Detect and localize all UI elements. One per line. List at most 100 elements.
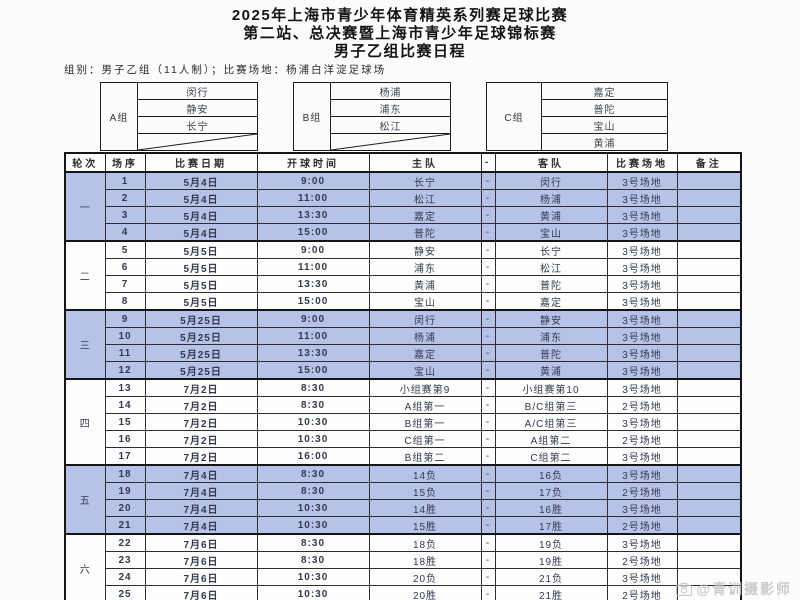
vs-separator-cell: - xyxy=(480,585,496,600)
group-team-cell: 杨浦 xyxy=(330,82,451,100)
group-team-cell: 普陀 xyxy=(541,99,668,117)
note-cell xyxy=(676,275,742,293)
vs-separator-cell: - xyxy=(480,206,496,224)
schedule-header-cell: 客队 xyxy=(494,152,608,173)
away-team-cell: 小组赛第10 xyxy=(494,378,608,397)
schedule-header-row: 轮次 场序 比赛日期 开球时间 主队 - 客队 比赛场地 备注 xyxy=(64,152,742,173)
group-row: B组 杨浦 xyxy=(293,82,451,151)
match-number-cell: 4 xyxy=(104,223,146,242)
venue-cell: 2号场地 xyxy=(606,551,678,569)
schedule-row: 12 5月25日 15:00 宝山 - 黄浦 3号场地 xyxy=(65,361,742,380)
match-time-cell: 11:00 xyxy=(256,258,370,276)
away-team-cell: 宝山 xyxy=(494,223,608,242)
venue-cell: 3号场地 xyxy=(606,258,678,276)
match-number-cell: 24 xyxy=(104,568,146,586)
group-row: C组 嘉定 xyxy=(486,82,668,151)
round-label-cell: 一 xyxy=(64,171,106,242)
venue-cell: 2号场地 xyxy=(606,430,678,448)
home-team-cell: 宝山 xyxy=(368,292,482,311)
venue-cell: 3号场地 xyxy=(606,292,678,311)
match-number-cell: 15 xyxy=(104,413,146,431)
match-time-cell: 10:30 xyxy=(256,568,370,586)
venue-cell: 3号场地 xyxy=(606,189,678,207)
vs-separator-cell: - xyxy=(480,430,496,448)
away-team-cell: 16负 xyxy=(494,464,608,483)
match-time-cell: 11:00 xyxy=(256,189,370,207)
away-team-cell: 长宁 xyxy=(494,240,608,259)
away-team-cell: 浦东 xyxy=(494,327,608,345)
note-cell xyxy=(676,585,742,600)
vs-separator-cell: - xyxy=(480,482,496,500)
match-number-cell: 23 xyxy=(104,551,146,569)
note-cell xyxy=(676,413,742,431)
note-cell xyxy=(676,206,742,224)
venue-cell: 2号场地 xyxy=(606,516,678,535)
group-label: B组 xyxy=(293,82,331,151)
note-cell xyxy=(676,258,742,276)
match-number-cell: 17 xyxy=(104,447,146,466)
vs-separator-cell: - xyxy=(480,344,496,362)
venue-cell: 3号场地 xyxy=(606,447,678,466)
schedule-row: 10 5月25日 11:00 杨浦 - 浦东 3号场地 xyxy=(65,327,742,345)
away-team-cell: 21胜 xyxy=(494,585,608,600)
home-team-cell: 14胜 xyxy=(368,499,482,517)
vs-separator-cell: - xyxy=(480,189,496,207)
schedule-header-cell: 开球时间 xyxy=(256,152,370,173)
match-time-cell: 13:30 xyxy=(256,275,370,293)
match-number-cell: 5 xyxy=(104,240,146,259)
group-team-cell: 松江 xyxy=(330,116,451,134)
home-team-cell: 嘉定 xyxy=(368,344,482,362)
round-label-cell: 六 xyxy=(64,533,106,600)
match-time-cell: 13:30 xyxy=(256,344,370,362)
vs-separator-cell: - xyxy=(480,171,496,190)
schedule-row: 四 13 7月2日 8:30 小组赛第9- 小组赛第10 3号场地 xyxy=(64,378,742,466)
vs-separator-cell: - xyxy=(480,292,496,311)
away-team-cell: 黄浦 xyxy=(494,361,608,380)
vs-separator-cell: - xyxy=(480,396,496,414)
note-cell xyxy=(676,309,742,328)
match-number-cell: 12 xyxy=(104,361,146,380)
schedule-row: 3 5月4日 13:30 嘉定 - 黄浦 3号场地 xyxy=(65,206,742,224)
venue-cell: 3号场地 xyxy=(606,464,678,483)
away-team-cell: 21负 xyxy=(494,568,608,586)
home-team-cell: B组第一 xyxy=(368,413,482,431)
home-team-cell: 黄浦 xyxy=(368,275,482,293)
match-number-cell: 11 xyxy=(104,344,146,362)
match-time-cell: 15:00 xyxy=(256,361,370,380)
away-team-cell: 普陀 xyxy=(494,275,608,293)
away-team-cell: 17负 xyxy=(494,482,608,500)
schedule-header-cell: - xyxy=(480,152,496,173)
schedule-row: 六 22 7月6日 8:30 18负 -19负 3号场地 xyxy=(64,533,742,600)
note-cell xyxy=(676,430,742,448)
match-date-cell: 5月5日 xyxy=(144,258,258,276)
round-label-cell: 三 xyxy=(64,309,106,380)
diagonal-slash xyxy=(331,134,450,150)
note-cell xyxy=(676,327,742,345)
venue-cell: 3号场地 xyxy=(606,378,678,397)
match-number-cell: 1 xyxy=(104,171,146,190)
home-team-cell: 普陀 xyxy=(368,223,482,242)
match-time-cell: 8:30 xyxy=(256,551,370,569)
venue-cell: 3号场地 xyxy=(606,568,678,586)
match-number-cell: 22 xyxy=(104,533,146,552)
schedule-row: 24 7月6日 10:30 20负 -21负 3号场地 xyxy=(65,568,742,586)
match-date-cell: 7月4日 xyxy=(144,482,258,500)
home-team-cell: 15负 xyxy=(368,482,482,500)
schedule-header-cell: 比赛日期 xyxy=(144,152,258,173)
schedule-row: 20 7月4日 10:30 14胜 -16胜 3号场地 xyxy=(65,499,742,517)
venue-cell: 3号场地 xyxy=(606,413,678,431)
away-team-cell: 普陀 xyxy=(494,344,608,362)
home-team-cell: 14负 xyxy=(368,464,482,483)
schedule-row: 6 5月5日 11:00 浦东 - 松江 3号场地 xyxy=(65,258,742,276)
schedule-row: 2 5月4日 11:00 松江 - 杨浦 3号场地 xyxy=(65,189,742,207)
schedule-row: 二 5 5月5日 9:00 静安 - 长宁 3号场地 xyxy=(64,240,742,311)
venue-cell: 3号场地 xyxy=(606,361,678,380)
away-team-cell: 嘉定 xyxy=(494,292,608,311)
venue-cell: 3号场地 xyxy=(606,499,678,517)
away-team-cell: C组第二 xyxy=(494,447,608,466)
venue-cell: 2号场地 xyxy=(606,396,678,414)
match-time-cell: 8:30 xyxy=(256,533,370,552)
home-team-cell: 20胜 xyxy=(368,585,482,600)
home-team-cell: 长宁 xyxy=(368,171,482,190)
venue-cell: 3号场地 xyxy=(606,275,678,293)
